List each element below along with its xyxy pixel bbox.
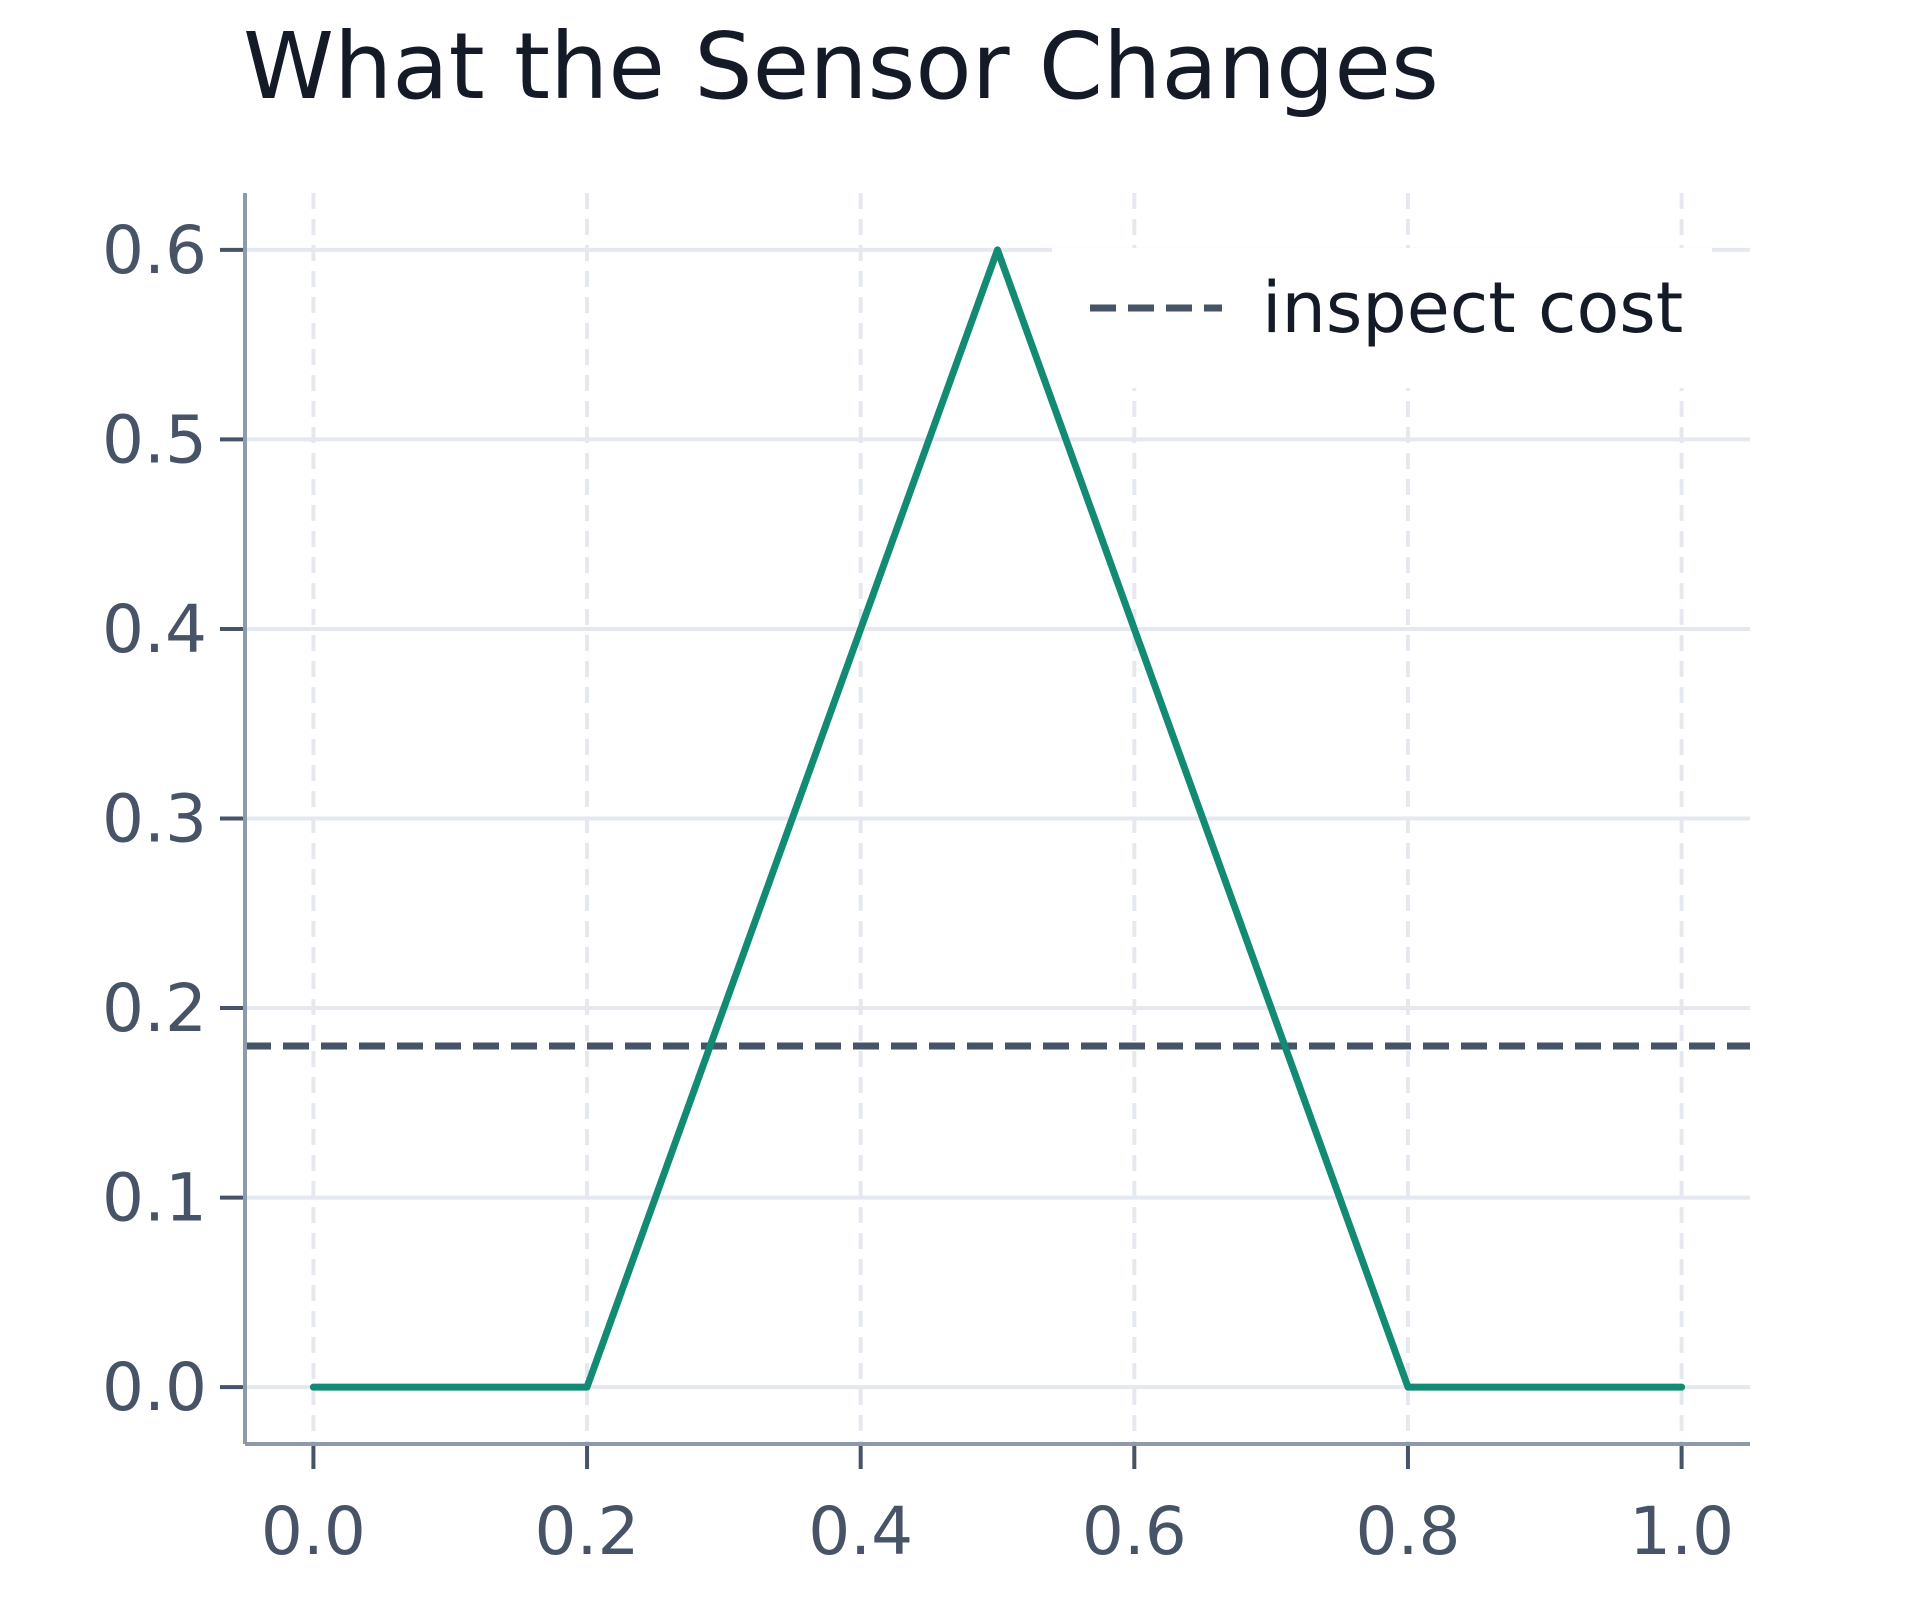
series-lines [309,246,1686,1391]
legend-label-inspect-cost: inspect cost [1262,267,1683,349]
y-tick-label-2: 0.2 [102,970,207,1047]
y-tick-label-3: 0.3 [102,781,207,858]
y-tick-label-5: 0.5 [102,401,207,478]
series-line-0 [309,246,1686,1391]
x-tick-label-3: 0.6 [1082,1493,1187,1570]
x-tick-label-0: 0.0 [261,1493,366,1570]
x-tick-label-5: 1.0 [1629,1493,1734,1570]
y-tick-label-0: 0.0 [102,1349,207,1426]
axes [220,193,1750,1469]
chart-title: What the Sensor Changes [243,13,1439,120]
grid-lines [245,193,1750,1444]
y-tick-label-4: 0.4 [102,591,207,668]
legend: inspect cost [1052,248,1712,388]
x-tick-label-1: 0.2 [535,1493,640,1570]
x-tick-label-4: 0.8 [1355,1493,1460,1570]
legend-background [1052,248,1712,388]
tick-labels: 0.0 0.1 0.2 0.3 0.4 0.5 0.6 0.0 0.2 0.4 0.6 0.8 1.0 [102,212,1734,1570]
x-tick-label-2: 0.4 [808,1493,913,1570]
y-tick-label-6: 0.6 [102,212,207,289]
y-tick-label-1: 0.1 [102,1160,207,1237]
